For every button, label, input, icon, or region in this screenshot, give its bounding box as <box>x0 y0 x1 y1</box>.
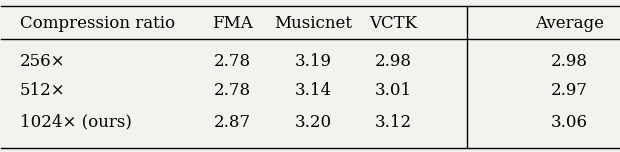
Text: 3.01: 3.01 <box>374 82 412 99</box>
Text: VCTK: VCTK <box>370 15 417 31</box>
Text: FMA: FMA <box>213 15 253 31</box>
Text: 3.14: 3.14 <box>294 82 332 99</box>
Text: 3.19: 3.19 <box>294 53 332 70</box>
Text: 3.20: 3.20 <box>294 114 332 131</box>
Text: 2.97: 2.97 <box>551 82 588 99</box>
Text: 2.87: 2.87 <box>215 114 251 131</box>
Text: 2.78: 2.78 <box>215 82 251 99</box>
Text: 256×: 256× <box>20 53 65 70</box>
Text: 2.98: 2.98 <box>375 53 412 70</box>
Text: Compression ratio: Compression ratio <box>20 15 175 31</box>
Text: 2.98: 2.98 <box>551 53 588 70</box>
Text: 3.12: 3.12 <box>374 114 412 131</box>
Text: 1024× (ours): 1024× (ours) <box>20 114 132 131</box>
Text: 3.06: 3.06 <box>551 114 588 131</box>
Text: Musicnet: Musicnet <box>274 15 352 31</box>
Text: Average: Average <box>534 15 604 31</box>
Text: 512×: 512× <box>20 82 66 99</box>
Text: 2.78: 2.78 <box>215 53 251 70</box>
